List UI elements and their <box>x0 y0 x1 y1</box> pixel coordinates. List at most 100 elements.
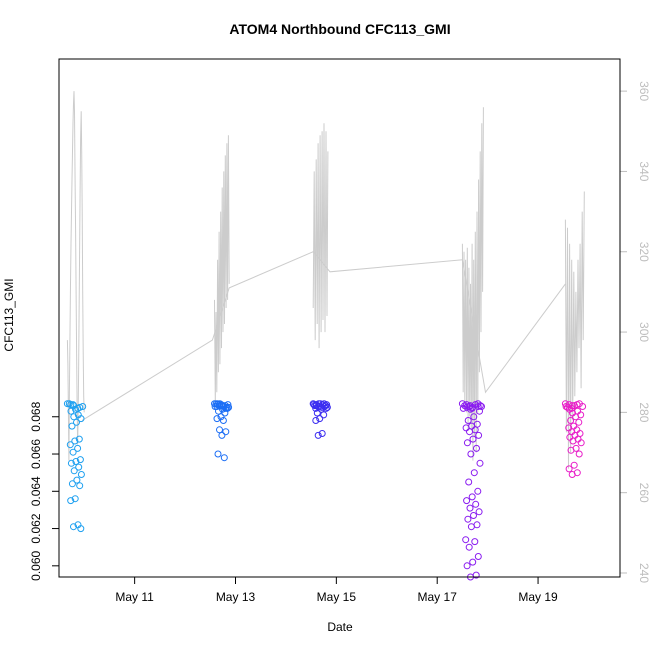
data-point <box>462 536 470 544</box>
data-point <box>322 404 330 412</box>
data-point <box>561 400 569 408</box>
data-point <box>77 471 85 478</box>
data-point <box>472 500 480 508</box>
data-point <box>76 456 84 464</box>
plot-frame <box>58 58 621 578</box>
data-point <box>469 558 477 566</box>
data-point <box>474 553 482 560</box>
data-point <box>67 459 75 467</box>
data-point <box>72 458 80 465</box>
transit-line <box>81 251 566 421</box>
data-point <box>474 487 482 495</box>
data-point <box>570 461 578 469</box>
data-point <box>70 413 78 421</box>
data-point <box>565 465 573 473</box>
data-point <box>317 405 325 413</box>
data-point <box>215 407 222 415</box>
y2-tick-label: 300 <box>637 322 650 342</box>
altitude-trace-2 <box>214 135 230 405</box>
data-point <box>575 418 583 426</box>
y2-tick-label: 320 <box>637 242 650 262</box>
x-axis-label: Date <box>327 620 353 634</box>
data-point <box>463 439 471 447</box>
data-point <box>70 523 77 531</box>
data-point <box>470 512 477 519</box>
data-point <box>575 450 583 458</box>
data-point <box>316 415 324 423</box>
data-point <box>466 428 473 436</box>
data-point <box>218 431 226 439</box>
y2-tick-label: 260 <box>637 483 650 503</box>
data-point <box>73 476 81 484</box>
data-point <box>213 415 221 423</box>
data-point <box>313 409 321 417</box>
y-tick-label: 0.066 <box>29 439 43 469</box>
data-point <box>66 441 74 449</box>
data-point <box>467 523 475 531</box>
data-point <box>77 525 85 533</box>
data-point <box>225 403 233 411</box>
data-point <box>470 469 478 477</box>
y2-tick-label: 280 <box>637 402 650 422</box>
data-point <box>221 409 229 417</box>
data-point <box>320 411 328 419</box>
data-point <box>463 403 471 411</box>
data-point <box>572 413 580 421</box>
altitude-trace-5 <box>564 191 585 469</box>
axes-layer: May 11 May 13 May 15 May 17 May 19 0.060 0.062… <box>29 81 650 604</box>
data-point <box>570 402 578 410</box>
data-point <box>214 450 222 458</box>
x-tick-label: May 15 <box>317 590 357 604</box>
data-point <box>463 497 471 505</box>
data-point <box>567 446 575 454</box>
data-point <box>465 478 473 486</box>
data-point <box>475 431 483 439</box>
altitude-trace-4 <box>461 107 484 461</box>
data-point <box>473 521 481 529</box>
data-point <box>458 400 466 408</box>
data-point <box>67 407 75 415</box>
x-tick-label: May 19 <box>518 590 558 604</box>
data-point <box>465 543 473 551</box>
data-point <box>323 403 331 411</box>
data-point <box>74 444 82 452</box>
data-point <box>219 405 226 413</box>
data-point <box>464 417 472 424</box>
data-point <box>75 463 83 471</box>
data-point <box>70 467 78 475</box>
data-point <box>475 508 483 516</box>
data-point <box>72 405 79 413</box>
y-tick-label: 0.068 <box>29 401 43 431</box>
data-point <box>471 538 479 546</box>
y-axis-label: CFC113_GMI <box>2 278 16 351</box>
cfc113-points-layer <box>63 400 587 581</box>
data-point <box>566 433 574 441</box>
y2-tick-label: 240 <box>637 563 650 583</box>
data-point <box>459 404 467 412</box>
data-point <box>75 435 83 443</box>
data-point <box>466 405 474 413</box>
data-point <box>68 422 76 430</box>
data-point <box>470 413 478 421</box>
data-point <box>474 403 482 410</box>
data-point <box>466 504 474 512</box>
data-point <box>473 444 480 452</box>
data-point <box>476 407 483 415</box>
data-point <box>213 403 221 410</box>
data-point <box>65 400 73 408</box>
x-tick-label: May 17 <box>418 590 458 604</box>
data-point <box>564 403 571 411</box>
chart-title: ATOM4 Northbound CFC113_GMI <box>229 21 450 37</box>
data-point <box>312 417 320 424</box>
y-tick-label: 0.062 <box>29 513 43 543</box>
data-point <box>467 450 475 458</box>
data-point <box>73 418 80 426</box>
data-point <box>577 439 585 447</box>
data-point <box>219 417 227 424</box>
data-point <box>314 431 322 439</box>
y-tick-label: 0.064 <box>29 476 43 506</box>
data-point <box>68 480 76 488</box>
data-point <box>76 482 84 490</box>
data-point <box>71 495 79 503</box>
